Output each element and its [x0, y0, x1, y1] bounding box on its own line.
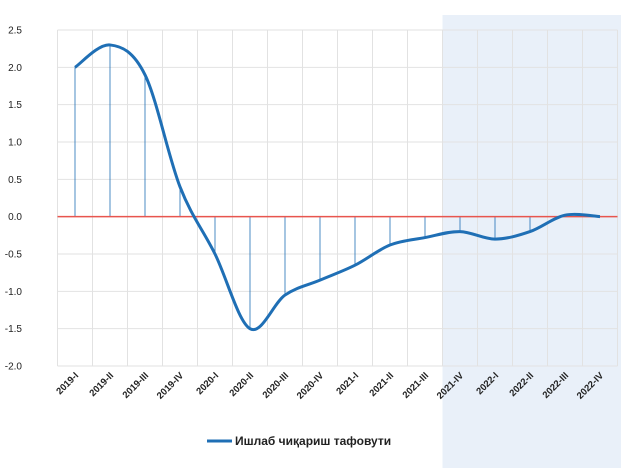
y-tick-label: -0.5 [5, 250, 23, 261]
y-tick-label: 2.5 [8, 26, 22, 37]
y-tick-label: 1.5 [8, 100, 22, 111]
y-tick-label: 1.0 [8, 138, 22, 149]
y-tick-label: 2.0 [8, 63, 22, 74]
y-tick-label: 0.5 [8, 175, 22, 186]
y-tick-label: 0.0 [8, 212, 22, 223]
y-tick-label: -1.5 [5, 324, 23, 335]
y-tick-label: -1.0 [5, 287, 23, 298]
y-tick-label: -2.0 [5, 362, 23, 373]
legend-label: Ишлаб чиқариш тафовути [235, 434, 391, 448]
forecast-shade [442, 15, 621, 468]
line-series [74, 43, 601, 331]
